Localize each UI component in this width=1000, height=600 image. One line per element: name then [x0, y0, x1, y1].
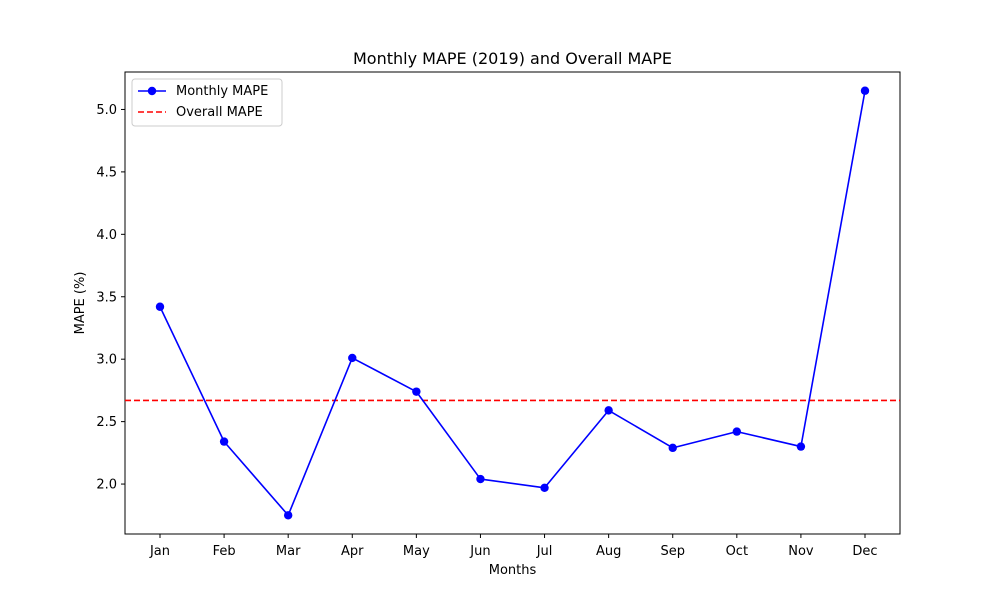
x-tick-label: Oct — [726, 544, 748, 559]
x-axis-title: Months — [489, 563, 537, 578]
legend-box — [131, 78, 283, 127]
x-tick-label: Feb — [213, 544, 236, 559]
monthly-mape-point — [540, 483, 549, 492]
x-tick-label: Apr — [341, 544, 364, 559]
legend-monthly-label: Monthly MAPE — [176, 84, 268, 99]
monthly-mape-point — [219, 437, 229, 446]
monthly-mape-point — [604, 406, 613, 415]
y-tick-label: 4.0 — [96, 228, 117, 243]
monthly-mape-point — [412, 387, 421, 396]
plot-area — [124, 71, 901, 535]
y-axis: 2.0 2.5 3.0 3.5 4.0 4.5 5.0 — [96, 103, 125, 493]
x-tick-label: Jan — [149, 544, 170, 559]
monthly-mape-point — [348, 353, 357, 363]
x-tick-label: Aug — [596, 544, 621, 559]
y-tick-label: 3.0 — [96, 353, 117, 368]
y-tick-label: 5.0 — [96, 103, 117, 118]
x-tick-label: Dec — [852, 544, 877, 559]
x-tick-label: Jun — [469, 544, 490, 559]
monthly-mape-line — [159, 90, 866, 517]
x-axis: Jan Feb Mar Apr May Jun Jul Aug Sep Oct Nov Dec — [149, 534, 878, 559]
monthly-mape-point — [732, 427, 742, 436]
monthly-mape-point — [668, 443, 677, 453]
x-tick-label: Nov — [788, 544, 814, 559]
plot-frame — [124, 71, 901, 535]
monthly-mape-point — [283, 511, 293, 520]
x-tick-label: Sep — [660, 544, 685, 559]
monthly-mape-point — [155, 302, 165, 311]
legend: Monthly MAPE Overall MAPE — [131, 78, 283, 127]
y-axis-title: MAPE (%) — [73, 272, 88, 335]
monthly-mape-point — [860, 86, 870, 95]
y-tick-label: 3.5 — [96, 290, 117, 305]
y-tick-label: 4.5 — [96, 165, 117, 180]
y-tick-label: 2.5 — [96, 415, 117, 430]
y-tick-label: 2.0 — [96, 478, 117, 493]
monthly-mape-point — [476, 474, 485, 484]
x-tick-label: Mar — [276, 544, 301, 559]
chart-title: Monthly MAPE (2019) and Overall MAPE — [353, 49, 672, 68]
legend-overall-label: Overall MAPE — [176, 105, 263, 120]
legend-monthly-marker — [147, 86, 157, 96]
monthly-mape-point — [796, 442, 806, 451]
x-tick-label: Jul — [536, 544, 553, 559]
x-tick-label: May — [403, 544, 430, 559]
series-layer — [155, 86, 870, 520]
